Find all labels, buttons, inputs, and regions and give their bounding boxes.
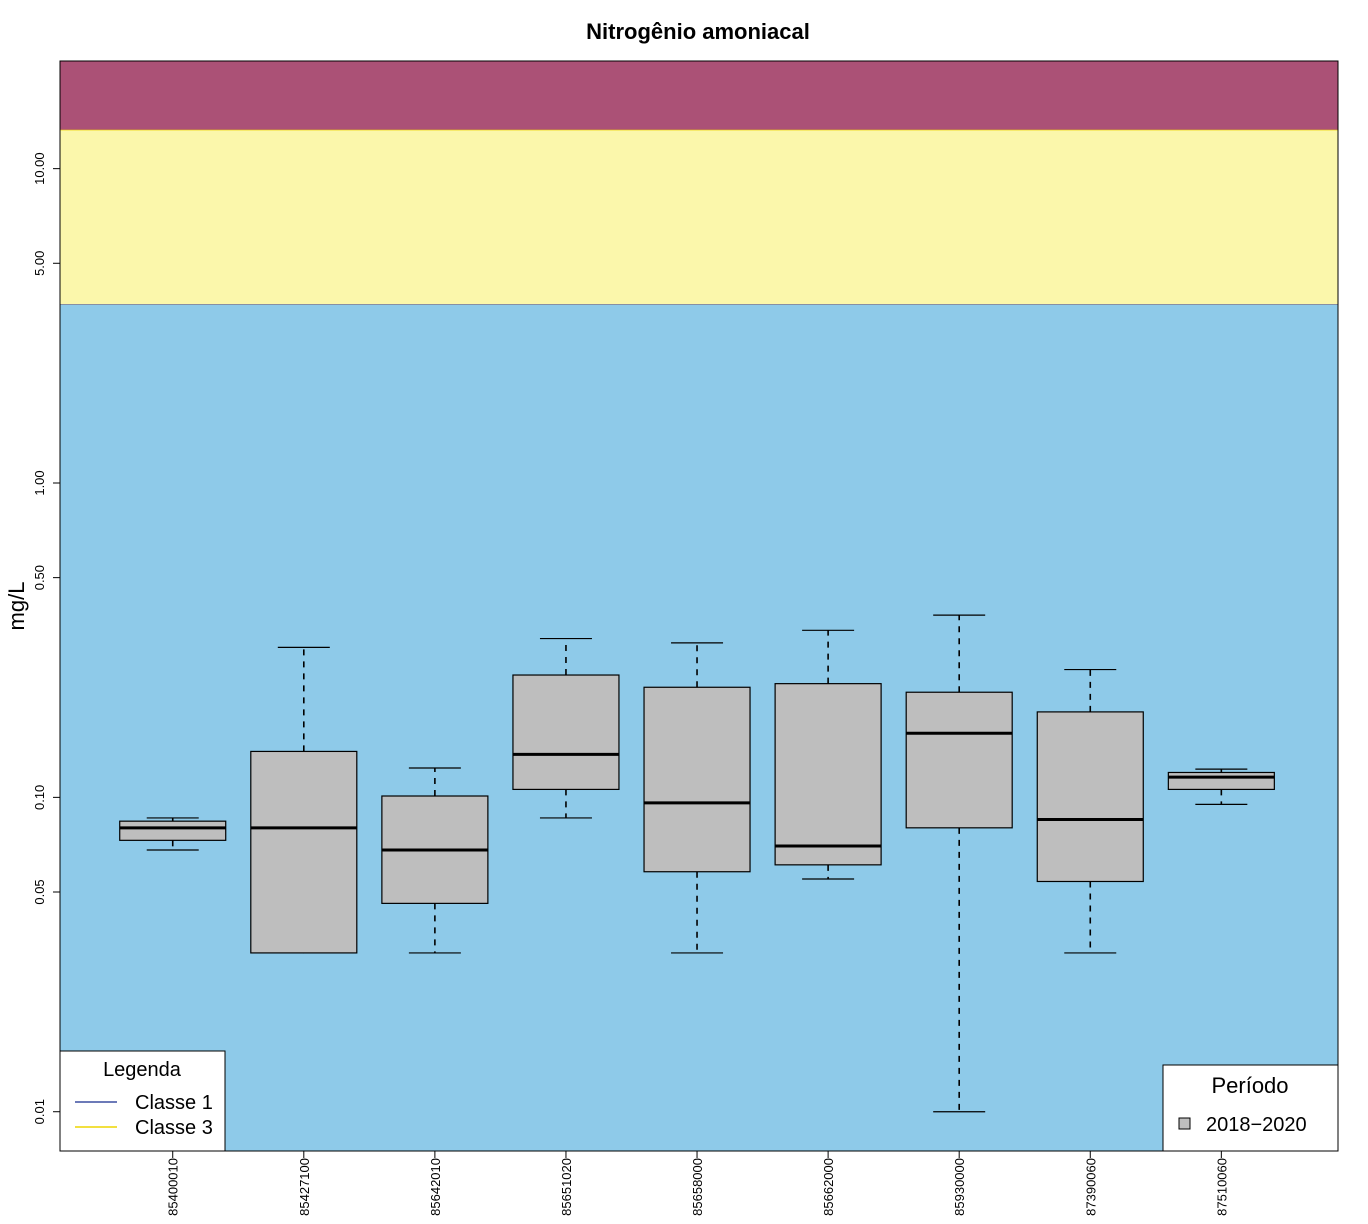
box-85427100 [250, 646, 358, 954]
x-tick-label: 87390060 [1083, 1158, 1098, 1216]
legend-entry: Classe 3 [135, 1117, 213, 1139]
y-axis: 0.01 0.05 0.10 0.50 1.00 5.00 10.00 [32, 152, 60, 1124]
y-tick-label: 0.50 [32, 565, 47, 590]
box-body [250, 750, 358, 954]
box-85642010 [381, 767, 489, 954]
y-tick-label: 0.10 [32, 785, 47, 810]
legend-classes: Legenda Classe 1 Classe 3 [59, 1050, 226, 1152]
y-tick-label: 10.00 [32, 152, 47, 185]
box-85651020 [512, 637, 620, 819]
legend-box [59, 1050, 226, 1152]
x-tick-label: 85642010 [428, 1158, 443, 1216]
box-87510060 [1167, 768, 1275, 805]
box-85658000 [643, 642, 751, 954]
legends: Legenda Classe 1 Classe 3 Período 2018−2020 [59, 1050, 1339, 1152]
box-body [1167, 771, 1275, 791]
y-axis-label: mg/L [4, 582, 29, 631]
box-85662000 [774, 629, 882, 880]
class-bands [60, 61, 1338, 1151]
box-body [774, 683, 882, 866]
y-tick-label: 0.01 [32, 1099, 47, 1124]
y-tick-label: 1.00 [32, 470, 47, 495]
box-body [512, 674, 620, 791]
box-85400010 [119, 817, 227, 851]
legend-box [1162, 1064, 1339, 1152]
box-body [643, 686, 751, 873]
x-tick-label: 87510060 [1214, 1158, 1229, 1216]
box-body [119, 820, 227, 841]
legend-title: Legenda [103, 1059, 182, 1081]
legend-title: Período [1211, 1073, 1288, 1098]
legend-swatch [1178, 1117, 1191, 1130]
legend-entry: Classe 1 [135, 1092, 213, 1114]
x-tick-label: 85930000 [952, 1158, 967, 1216]
y-tick-label: 0.05 [32, 879, 47, 904]
y-tick-label: 5.00 [32, 251, 47, 276]
band-1 [60, 129, 1338, 305]
band-2 [60, 61, 1338, 130]
box-body [905, 691, 1013, 829]
chart-title: Nitrogênio amoniacal [586, 19, 810, 44]
x-tick-label: 85658000 [690, 1158, 705, 1216]
box-87390060 [1036, 668, 1144, 954]
legend-period: Período 2018−2020 [1162, 1064, 1339, 1152]
x-tick-label: 85651020 [559, 1158, 574, 1216]
box-85930000 [905, 614, 1013, 1113]
x-tick-label: 85427100 [297, 1158, 312, 1216]
box-body [1036, 711, 1144, 883]
x-tick-label: 85662000 [821, 1158, 836, 1216]
boxes [119, 614, 1275, 1113]
plot-frame [59, 60, 1339, 1152]
x-tick-label: 85400010 [166, 1158, 181, 1216]
legend-entry: 2018−2020 [1206, 1114, 1307, 1136]
x-axis: 85400010 85427100 85642010 85651020 85658000… [166, 1151, 1229, 1216]
